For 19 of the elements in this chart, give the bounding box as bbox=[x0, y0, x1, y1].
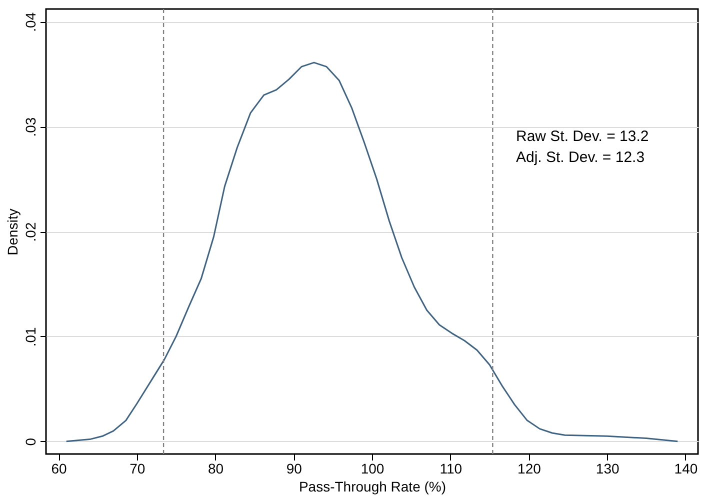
x-tick-label: 100 bbox=[360, 460, 384, 476]
y-axis-title: Density bbox=[4, 208, 20, 256]
line-series bbox=[66, 62, 678, 442]
y-tick-label: .01 bbox=[22, 327, 38, 347]
annotation: Adj. St. Dev. = 12.3 bbox=[516, 149, 645, 166]
x-tick-label: 130 bbox=[596, 460, 620, 476]
x-tick-label: 90 bbox=[286, 460, 302, 476]
x-tick-label: 120 bbox=[518, 460, 542, 476]
annotation: Raw St. Dev. = 13.2 bbox=[516, 128, 649, 145]
x-tick-label: 60 bbox=[51, 460, 68, 476]
x-tick-label: 110 bbox=[440, 460, 462, 476]
y-tick-label: .02 bbox=[22, 222, 38, 242]
x-tick-label: 80 bbox=[208, 460, 224, 476]
x-tick-label: 140 bbox=[674, 460, 698, 476]
x-axis-title: Pass-Through Rate (%) bbox=[298, 478, 446, 494]
y-tick-label: 0 bbox=[22, 438, 38, 446]
x-tick-label: 70 bbox=[130, 460, 146, 476]
y-tick-label: .04 bbox=[22, 12, 38, 32]
y-tick-label: .03 bbox=[22, 117, 38, 137]
